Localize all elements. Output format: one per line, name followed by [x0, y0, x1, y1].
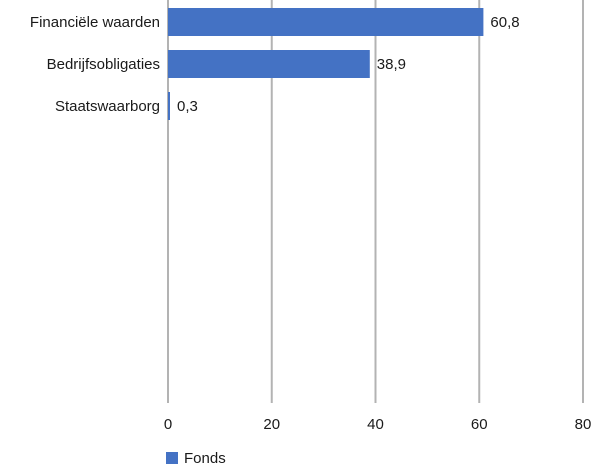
bar-1	[168, 8, 484, 36]
x-tick-label-80: 80	[575, 416, 592, 433]
x-tick-label-40: 40	[367, 416, 384, 433]
value-label-2: 38,9	[377, 56, 406, 73]
legend-label-fonds: Fonds	[184, 450, 226, 467]
category-label-3: Staatswaarborg	[55, 98, 160, 115]
value-label-1: 60,8	[490, 14, 519, 31]
x-tick-label-0: 0	[164, 416, 172, 433]
category-label-1: Financiële waarden	[30, 14, 160, 31]
value-label-3: 0,3	[177, 98, 198, 115]
x-tick-label-20: 20	[263, 416, 280, 433]
x-tick-label-60: 60	[471, 416, 488, 433]
category-label-2: Bedrijfsobligaties	[47, 56, 160, 73]
bar-3	[168, 92, 170, 120]
legend-swatch-fonds	[166, 452, 178, 464]
bar-2	[168, 50, 370, 78]
labels: 0 20 40 60 80 Financiële waarden 60,8 Bedrijfso…	[30, 14, 591, 433]
bars	[168, 8, 484, 120]
legend: Fonds	[166, 450, 226, 467]
